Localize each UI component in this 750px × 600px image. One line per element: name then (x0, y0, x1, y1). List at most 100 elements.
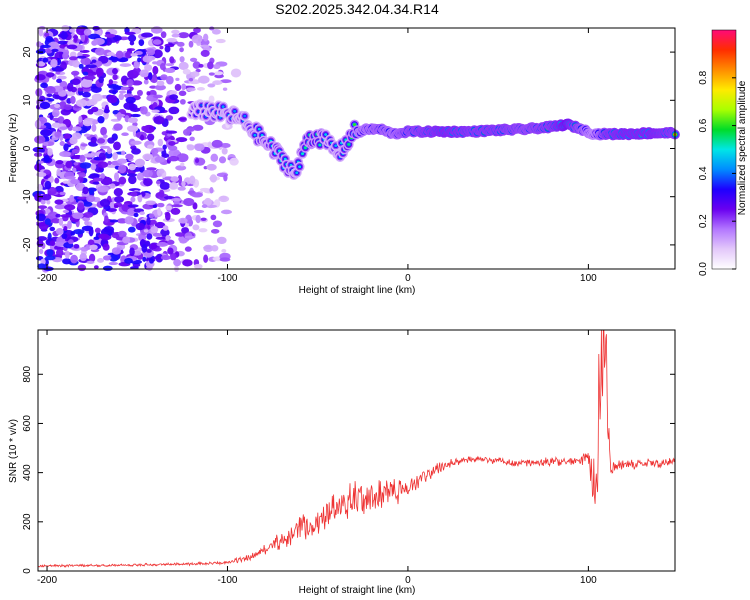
noise-cell (154, 221, 166, 229)
noise-cell (55, 248, 64, 257)
noise-cell (158, 189, 165, 198)
noise-cell (153, 94, 163, 99)
noise-cell (65, 160, 73, 169)
noise-cell (47, 211, 59, 220)
noise-cell (60, 61, 67, 71)
noise-cell (140, 134, 145, 141)
noise-cell (168, 140, 176, 146)
noise-cell (143, 229, 149, 233)
spectrogram-x-tick-label: -200 (37, 273, 57, 284)
noise-cell (216, 236, 227, 245)
noise-cell (66, 44, 78, 50)
noise-cell (210, 153, 219, 162)
noise-cell (47, 186, 57, 196)
noise-cell (45, 72, 55, 78)
snr-series-line (37, 329, 675, 568)
noise-cell (102, 255, 112, 261)
noise-cell (71, 201, 78, 205)
noise-cell (125, 51, 131, 59)
noise-cell (129, 247, 135, 257)
noise-cell (152, 232, 162, 237)
noise-cell (43, 155, 50, 163)
noise-cell (96, 137, 106, 144)
noise-cell (60, 30, 68, 40)
noise-cell (194, 143, 205, 152)
noise-cell (198, 75, 210, 84)
noise-cell (178, 90, 187, 97)
noise-cell (121, 132, 129, 137)
noise-cell (69, 194, 75, 203)
noise-cell (55, 227, 64, 235)
noise-cell (93, 38, 105, 45)
noise-cell (77, 264, 87, 272)
noise-cell (88, 253, 96, 263)
noise-cell (171, 204, 183, 208)
noise-cell (111, 90, 117, 95)
noise-cell (52, 109, 60, 118)
noise-cell (118, 93, 125, 101)
noise-cell (142, 256, 147, 262)
ridge-cell (324, 133, 328, 136)
noise-cell (50, 58, 58, 68)
noise-cell (92, 177, 104, 182)
noise-cell (155, 236, 167, 240)
noise-cell (109, 219, 119, 223)
noise-cell (98, 152, 106, 161)
noise-cell (130, 191, 138, 197)
spectrogram-y-tick-label: -20 (22, 237, 33, 252)
noise-cell (156, 242, 169, 247)
noise-cell (219, 79, 232, 84)
noise-cell (71, 70, 80, 76)
noise-cell (137, 57, 142, 63)
noise-cell (148, 72, 153, 81)
noise-cell (113, 141, 121, 151)
noise-cell (122, 236, 131, 244)
noise-cell (193, 27, 201, 34)
noise-cell (98, 76, 104, 84)
noise-cell (95, 67, 104, 77)
noise-cell (57, 116, 65, 124)
noise-cell (124, 31, 136, 36)
noise-cell (159, 63, 166, 71)
noise-cell (71, 148, 80, 154)
noise-cell (78, 115, 83, 123)
noise-cell (168, 106, 180, 115)
noise-cell (196, 87, 205, 91)
noise-cell (37, 263, 47, 269)
noise-cell (73, 162, 79, 166)
ridge-cell (347, 143, 351, 146)
noise-cell (49, 240, 56, 247)
noise-cell (160, 31, 167, 39)
snr-y-tick-label: 200 (22, 513, 33, 530)
noise-cell (181, 83, 187, 91)
noise-cell (152, 61, 159, 65)
noise-cell (145, 240, 151, 247)
noise-cell (146, 217, 151, 226)
noise-cell (181, 227, 190, 234)
noise-cell (214, 73, 224, 79)
noise-cell (165, 115, 174, 121)
noise-cell (37, 205, 48, 210)
noise-cell (63, 104, 73, 111)
spectrogram-y-ticks: -20 -10 0 10 20 (22, 46, 675, 252)
noise-cell (182, 68, 191, 75)
noise-cell (138, 233, 147, 242)
noise-cell (218, 156, 227, 164)
noise-cell (80, 143, 88, 147)
snr-y-tick-label: 400 (22, 464, 33, 481)
noise-cell (109, 183, 116, 189)
noise-cell (192, 124, 204, 131)
noise-cell (97, 185, 109, 193)
snr-x-tick-label: 100 (580, 575, 597, 586)
noise-cell (127, 117, 138, 124)
noise-cell (175, 165, 187, 171)
noise-cell (64, 176, 76, 180)
noise-cell (82, 91, 91, 98)
noise-cell (42, 141, 49, 146)
noise-cell (54, 199, 64, 205)
noise-cell (212, 64, 221, 70)
noise-cell (82, 71, 89, 76)
noise-cell (92, 181, 100, 185)
noise-cell (182, 259, 193, 267)
noise-cell (40, 44, 51, 49)
